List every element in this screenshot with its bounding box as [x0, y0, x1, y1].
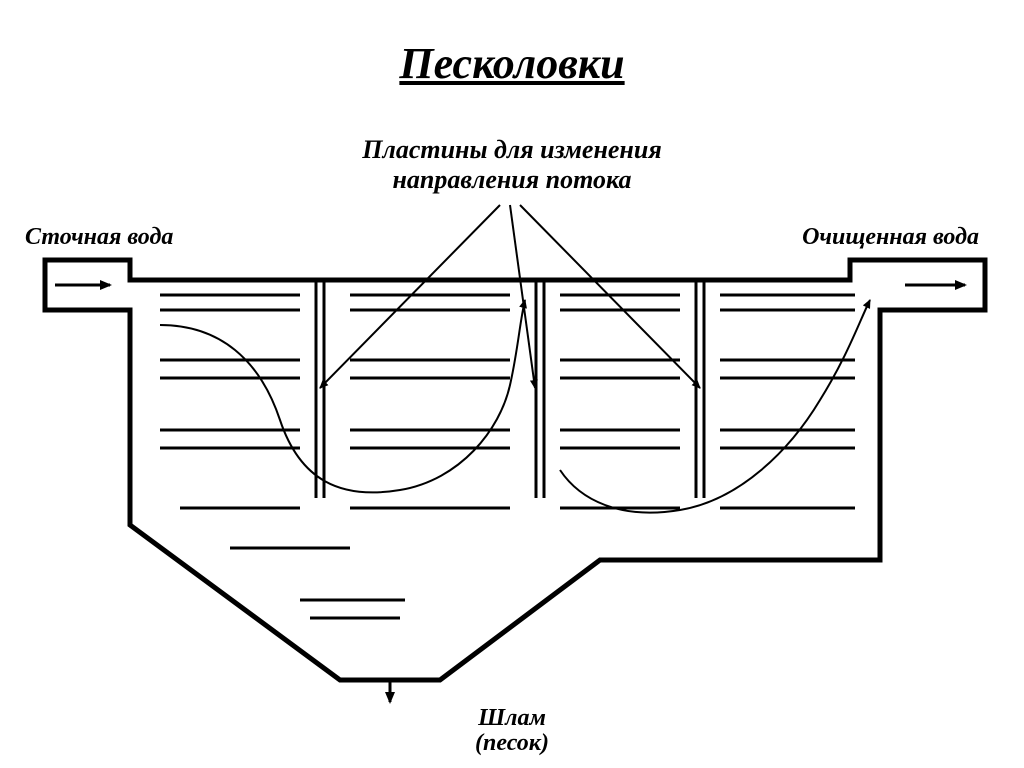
sand-trap-diagram [0, 0, 1024, 768]
